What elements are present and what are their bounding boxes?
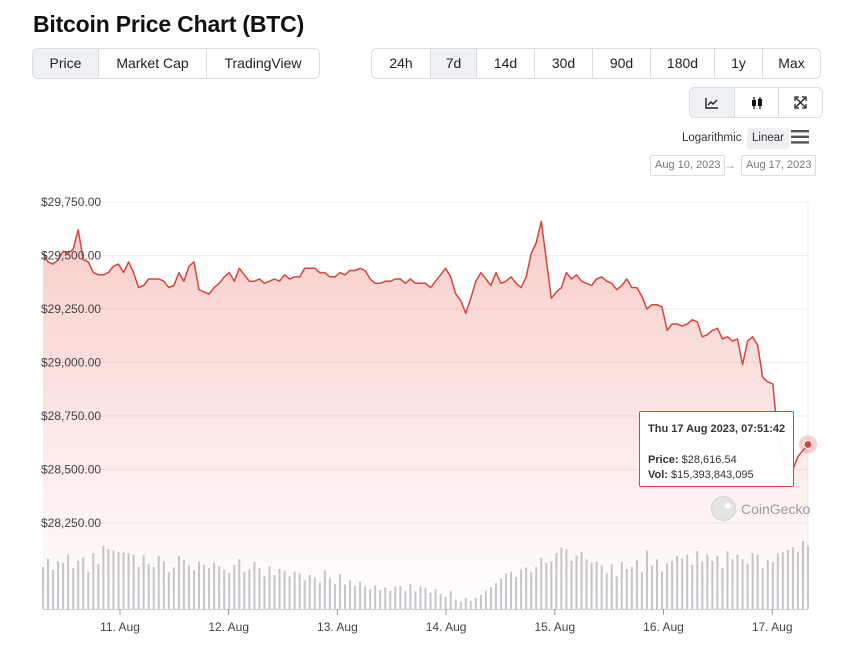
tooltip-price-row: Price: $28,616.54 [648,454,737,466]
watermark-text: CoinGecko [741,500,811,517]
x-tick-label: 16. Aug [643,620,684,634]
range-30d[interactable]: 30d [534,49,592,78]
range-14d[interactable]: 14d [476,49,534,78]
tab-tradingview[interactable]: TradingView [206,49,319,78]
x-tick-label: 11. Aug [100,620,140,634]
price-area [43,221,808,610]
tooltip-vol-label: Vol: [648,469,668,481]
y-tick-label: $29,500.00 [41,249,101,263]
fullscreen-button[interactable] [778,88,822,117]
tooltip-time: Thu 17 Aug 2023, 07:51:42 [648,423,786,435]
scale-toggle: Logarithmic Linear [0,127,850,151]
x-tick-label: 14. Aug [426,620,467,634]
y-tick-label: $28,500.00 [41,463,101,477]
arrow-right-icon: → [724,158,736,172]
candlestick-icon [751,96,762,109]
date-from-input[interactable]: Aug 10, 2023 [650,155,726,176]
tooltip-vol-row: Vol: $15,393,843,095 [648,469,754,481]
tooltip-vol-value: $15,393,843,095 [671,469,754,481]
y-tick-label: $28,750.00 [41,409,101,423]
y-tick-label: $29,750.00 [41,195,101,209]
tab-market-cap[interactable]: Market Cap [98,49,206,78]
range-7d[interactable]: 7d [430,49,476,78]
menu-icon[interactable] [791,130,809,144]
range-90d[interactable]: 90d [592,49,650,78]
range-180d[interactable]: 180d [650,49,714,78]
logarithmic-option[interactable]: Logarithmic [682,132,742,144]
candlestick-button[interactable] [734,88,778,117]
x-tick-label: 12. Aug [208,620,249,634]
y-tick-label: $29,250.00 [41,302,101,316]
range-tabs: 24h 7d 14d 30d 90d 180d 1y Max [371,48,821,79]
fullscreen-icon [794,96,807,109]
x-tick-label: 15. Aug [534,620,575,634]
coingecko-watermark: CoinGecko [711,496,810,521]
line-chart-icon [705,97,718,109]
price-tooltip: Thu 17 Aug 2023, 07:51:42 Price: $28,616… [639,411,794,487]
y-tick-label: $29,000.00 [41,356,101,370]
date-to-input[interactable]: Aug 17, 2023 [741,155,817,176]
tooltip-price-label: Price: [648,454,679,466]
hover-point[interactable] [803,439,813,449]
range-24h[interactable]: 24h [372,49,430,78]
x-tick-label: 17. Aug [752,620,793,634]
y-tick-label: $28,250.00 [41,516,101,530]
linear-option[interactable]: Linear [747,128,789,149]
range-1y[interactable]: 1y [714,49,762,78]
line-chart-button[interactable] [690,88,734,117]
tab-price[interactable]: Price [33,49,98,78]
price-line [42,220,809,481]
page-title: Bitcoin Price Chart (BTC) [33,11,305,37]
view-tabs: Price Market Cap TradingView [32,48,320,79]
range-max[interactable]: Max [762,49,820,78]
coingecko-logo-icon [711,496,736,521]
tooltip-price-value: $28,616.54 [681,454,737,466]
x-tick-label: 13. Aug [317,620,358,634]
chart-type-tools [689,87,823,118]
